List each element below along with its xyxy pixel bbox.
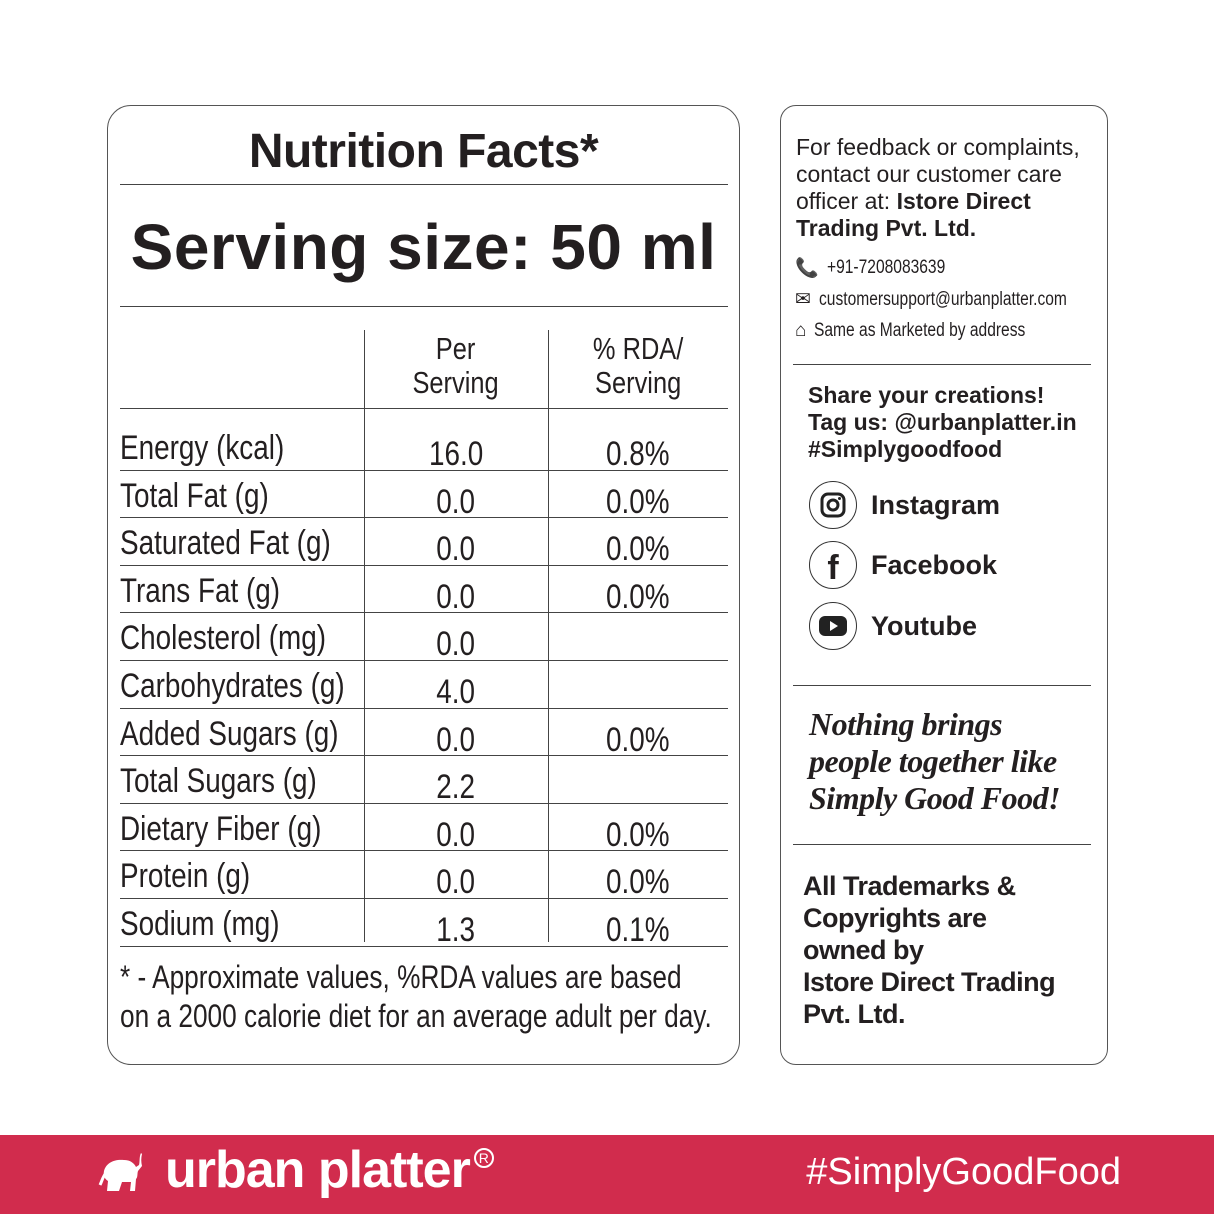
nutrient-label: Cholesterol (mg) — [120, 619, 327, 658]
per-serving-value: 0.0 — [436, 815, 476, 854]
nutrient-label: Energy (kcal) — [120, 429, 285, 467]
instagram-link[interactable]: Instagram — [809, 481, 1000, 529]
address: ⌂ Same as Marketed by address — [795, 320, 1026, 341]
divider — [793, 844, 1091, 846]
column-divider — [548, 330, 550, 942]
slogan: Nothing brings people together like Simply… — [809, 706, 1061, 816]
per-serving-value: 0.0 — [436, 720, 476, 759]
rda-value — [548, 625, 728, 664]
nutrient-label: Saturated Fat (g) — [120, 524, 331, 563]
nutrient-row: Sodium (mg) 1.3 0.1% — [120, 899, 728, 949]
rda-value: 0.0% — [606, 720, 670, 759]
rda-value: 0.0% — [606, 530, 670, 569]
header-rda: % RDA/Serving — [592, 331, 684, 400]
envelope-icon: ✉ — [795, 289, 811, 310]
instagram-icon — [809, 481, 857, 529]
rda-value — [548, 768, 728, 807]
nutrient-row: Energy (kcal) 16.0 0.8% — [120, 423, 728, 473]
nutrient-label: Sodium (mg) — [120, 905, 280, 943]
per-serving-value: 4.0 — [436, 673, 476, 711]
nutrient-row: Total Sugars (g) 2.2 — [120, 756, 728, 807]
facebook-link[interactable]: f Facebook — [809, 541, 997, 589]
rda-value: 0.1% — [606, 911, 670, 949]
youtube-link[interactable]: Youtube — [809, 602, 977, 650]
nutrient-label: Protein (g) — [120, 857, 251, 896]
nutrition-title: Nutrition Facts* — [248, 125, 599, 178]
nutrient-row: Dietary Fiber (g) 0.0 0.0% — [120, 804, 728, 854]
nutrient-row: Cholesterol (mg) 0.0 — [120, 613, 728, 664]
rda-value: 0.0% — [606, 863, 670, 902]
brand-wordmark: urban platter R — [165, 1140, 494, 1200]
phone-icon: 📞 — [795, 258, 819, 279]
email[interactable]: ✉ customersupport@urbanplatter.com — [795, 288, 1067, 311]
per-serving-value: 2.2 — [436, 768, 476, 807]
nutrient-label: Carbohydrates (g) — [120, 667, 345, 705]
contact-intro: For feedback or complaints, contact our c… — [796, 134, 1080, 241]
registered-mark: R — [473, 1148, 494, 1168]
brand-footer: urban platter R #SimplyGoodFood — [0, 1135, 1214, 1214]
brand-name: urban platter — [165, 1141, 471, 1199]
rda-value: 0.0% — [606, 577, 670, 616]
divider — [120, 184, 728, 186]
per-serving-value: 16.0 — [428, 435, 484, 473]
nutrient-label: Total Sugars (g) — [120, 762, 317, 801]
column-divider — [364, 330, 366, 942]
nutrient-row: Carbohydrates (g) 4.0 — [120, 661, 728, 712]
header-per-serving: Per Serving — [412, 331, 500, 400]
elephant-logo-icon — [98, 1153, 142, 1191]
youtube-icon — [809, 602, 857, 650]
nutrition-facts-panel: Nutrition Facts* Serving size: 50 ml Per… — [107, 105, 740, 1065]
nutrient-row: Trans Fat (g) 0.0 0.0% — [120, 566, 728, 616]
serving-size: Serving size: 50 ml — [130, 211, 717, 283]
nutrient-row: Protein (g) 0.0 0.0% — [120, 851, 728, 902]
nutrient-label: Added Sugars (g) — [120, 714, 339, 753]
divider — [120, 408, 728, 410]
nutrient-label: Trans Fat (g) — [120, 571, 281, 610]
nutrient-row: Saturated Fat (g) 0.0 0.0% — [120, 518, 728, 569]
facebook-icon: f — [809, 541, 857, 589]
rda-value: 0.0% — [606, 482, 670, 521]
divider — [793, 364, 1091, 366]
nutrient-row: Total Fat (g) 0.0 0.0% — [120, 471, 728, 521]
trademark-notice: All Trademarks & Copyrights are owned by Is… — [803, 871, 1056, 1029]
per-serving-value: 1.3 — [436, 911, 476, 949]
divider — [793, 685, 1091, 687]
per-serving-value: 0.0 — [436, 863, 476, 902]
nutrient-label: Dietary Fiber (g) — [120, 809, 322, 848]
per-serving-value: 0.0 — [436, 530, 476, 569]
phone[interactable]: 📞 +91-7208083639 — [795, 257, 945, 279]
info-panel: For feedback or complaints, contact our c… — [780, 105, 1108, 1065]
per-serving-value: 0.0 — [436, 482, 476, 521]
nutrient-row: Added Sugars (g) 0.0 0.0% — [120, 709, 728, 759]
rda-value: 0.0% — [606, 815, 670, 854]
nutrient-label: Total Fat (g) — [120, 476, 269, 515]
share-text: Share your creations! Tag us: @urbanplatt… — [808, 382, 1077, 462]
home-icon: ⌂ — [795, 320, 807, 341]
rda-value — [548, 673, 728, 712]
divider — [120, 306, 728, 308]
footnote: * - Approximate values, %RDA values are … — [120, 959, 712, 1034]
rda-value: 0.8% — [606, 435, 670, 473]
per-serving-value: 0.0 — [436, 625, 476, 664]
per-serving-value: 0.0 — [436, 577, 476, 616]
hashtag: #SimplyGoodFood — [806, 1151, 1121, 1193]
